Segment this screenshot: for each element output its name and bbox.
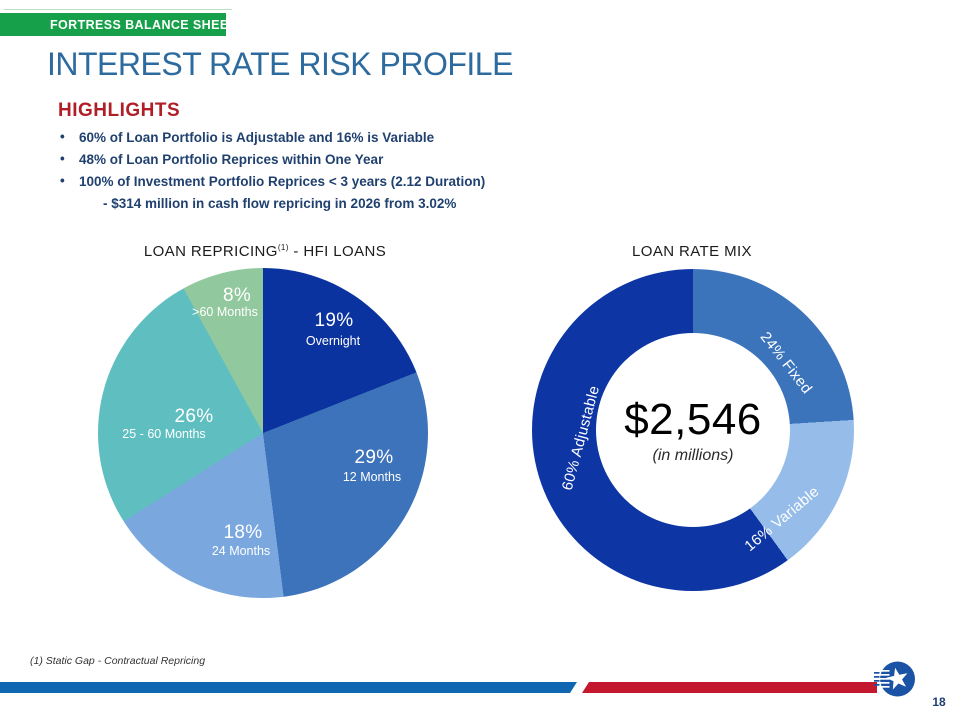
- section-badge-label: FORTRESS BALANCE SHEET: [50, 17, 237, 32]
- donut-center-value: $2,546: [624, 395, 762, 444]
- footnote: (1) Static Gap - Contractual Repricing: [30, 655, 206, 667]
- pie-slice-percent-24-months: 18%: [223, 522, 263, 543]
- left-chart-title-footnote-ref: (1): [277, 243, 289, 252]
- right-chart-title: LOAN RATE MIX: [632, 243, 752, 260]
- left-chart-title-rest: - HFI LOANS: [288, 243, 387, 260]
- highlight-subitem: - $314 million in cash flow repricing in…: [103, 196, 457, 211]
- pie-slice-name-over-60-months: >60 Months: [192, 305, 258, 319]
- highlight-item-text: 60% of Loan Portfolio is Adjustable and …: [79, 130, 435, 145]
- pie-slice-percent-12-months: 29%: [354, 447, 394, 468]
- pie-slice-name-12-months: 12 Months: [342, 470, 402, 484]
- pie-slice-percent-25-60-months: 26%: [174, 406, 214, 427]
- highlight-item: • 100% of Investment Portfolio Reprices …: [58, 173, 578, 189]
- bullet-icon: •: [60, 151, 65, 166]
- loan-repricing-pie-chart: [98, 268, 428, 598]
- top-hairline: [4, 9, 232, 10]
- page-number: 18: [932, 695, 946, 709]
- highlight-item: • 48% of Loan Portfolio Reprices within …: [58, 151, 578, 167]
- highlight-item-text: 100% of Investment Portfolio Reprices < …: [79, 174, 486, 189]
- pie-slice-percent-over-60-months: 8%: [222, 285, 252, 306]
- left-chart-title-main: LOAN REPRICING: [143, 243, 278, 260]
- pie-slice-name-24-months: 24 Months: [211, 544, 271, 558]
- bullet-icon: •: [60, 129, 65, 144]
- footer-bar-blue: [0, 682, 577, 693]
- bullet-icon: •: [60, 173, 65, 188]
- highlight-item-text: 48% of Loan Portfolio Reprices within On…: [79, 152, 384, 167]
- pie-slice-name-overnight: Overnight: [305, 334, 361, 348]
- pie-slice-name-25-60-months: 25 - 60 Months: [122, 427, 206, 441]
- highlight-item: • 60% of Loan Portfolio is Adjustable an…: [58, 129, 578, 145]
- page-title: INTEREST RATE RISK PROFILE: [47, 46, 513, 82]
- pie-slice-percent-overnight: 19%: [314, 310, 354, 331]
- highlights-list: • 60% of Loan Portfolio is Adjustable an…: [58, 129, 578, 189]
- highlights-heading: HIGHLIGHTS: [58, 100, 181, 121]
- highlights-section: HIGHLIGHTS • 60% of Loan Portfolio is Ad…: [58, 100, 578, 211]
- donut-center-note: (in millions): [652, 447, 734, 464]
- section-badge: FORTRESS BALANCE SHEET: [0, 13, 236, 36]
- left-chart-title: LOAN REPRICING(1) - HFI LOANS: [115, 243, 415, 260]
- footer-bar-red: [582, 682, 877, 693]
- donut-center: $2,546 (in millions): [596, 333, 790, 527]
- star-icon: [874, 661, 915, 697]
